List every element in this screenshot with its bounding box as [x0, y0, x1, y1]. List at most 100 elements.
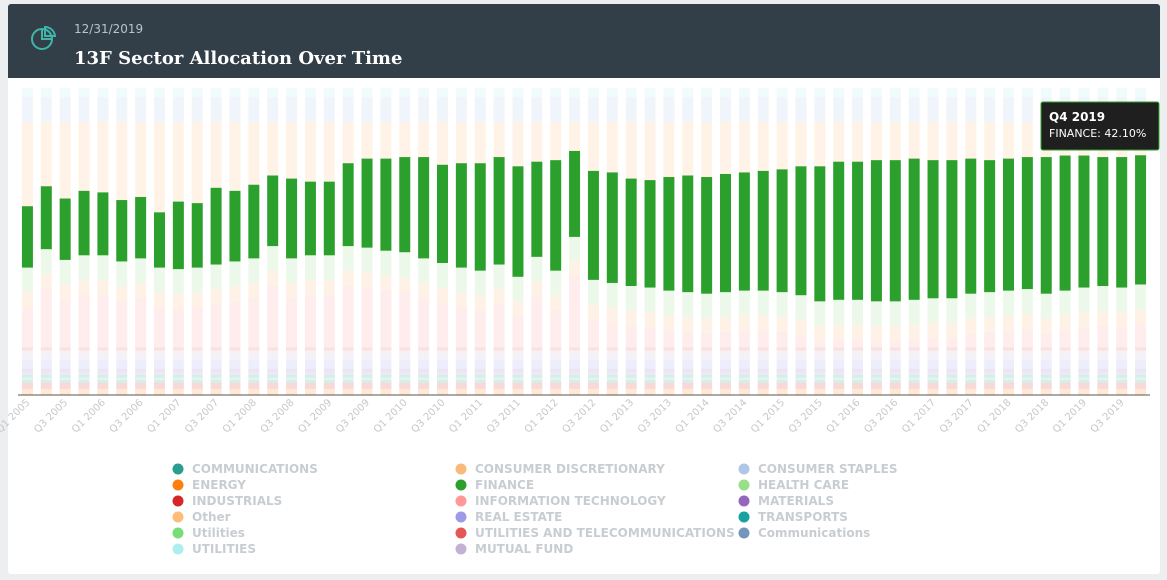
tooltip-box [1040, 101, 1160, 151]
bar-segment [21, 350, 33, 360]
bar-segment [927, 388, 939, 395]
bar-segment [286, 378, 298, 380]
bar-segment [682, 368, 694, 372]
bar-segment [1021, 157, 1033, 290]
bar-segment [663, 347, 675, 351]
tooltip-label: FINANCE: 42.10% [1049, 127, 1146, 140]
bar-segment [984, 378, 996, 380]
bar-segment [399, 157, 411, 253]
bar-segment [286, 371, 298, 376]
bar-segment [78, 359, 90, 369]
bar-segment [908, 324, 920, 340]
bar-segment [946, 388, 958, 395]
bar-segment [682, 316, 694, 333]
bar-segment [663, 382, 675, 389]
bar-segment [1078, 379, 1090, 383]
bar-segment [455, 382, 467, 389]
bar-segment [1040, 379, 1052, 383]
x-tick-label: Q3 2010 [410, 397, 448, 435]
bar-segment [1003, 88, 1014, 98]
bar-segment [229, 382, 241, 389]
bar-segment [323, 379, 335, 383]
bar-segment [116, 359, 128, 369]
bar-segment [550, 347, 562, 351]
bar-segment [361, 97, 373, 122]
bar-segment [248, 97, 260, 122]
bar-segment [644, 378, 656, 380]
bar-segment [191, 203, 203, 268]
bar-segment [625, 359, 637, 369]
bar-segment [78, 347, 90, 351]
bar-segment [512, 121, 524, 167]
bar-segment [852, 378, 864, 380]
bar-segment [1135, 359, 1147, 369]
bar-segment [569, 236, 581, 262]
bar-segment [97, 255, 109, 280]
bar-segment [738, 378, 750, 380]
bar-segment [795, 319, 807, 336]
bar-segment [946, 371, 958, 376]
legend-label: FINANCE [475, 478, 534, 492]
bar-segment [380, 375, 392, 379]
bar-segment [418, 359, 430, 369]
bar-segment [795, 121, 807, 167]
bar-segment [116, 97, 128, 122]
legend-swatch [172, 543, 184, 555]
bar-segment [946, 88, 958, 98]
bar-segment [965, 347, 977, 351]
bar-segment [380, 379, 392, 383]
bar-segment [248, 388, 260, 395]
bar-segment [870, 382, 882, 389]
bar-segment [1003, 290, 1014, 316]
bar-segment [323, 181, 335, 256]
bar-segment [984, 160, 996, 293]
bar-segment [795, 359, 807, 369]
bar-segment [191, 382, 203, 389]
bar-segment [380, 378, 392, 380]
bar-segment [474, 295, 486, 311]
bar-segment [757, 170, 769, 291]
bar-segment [493, 375, 505, 379]
bar-segment [720, 350, 731, 360]
bar-segment [870, 350, 882, 360]
bar-segment [644, 312, 656, 328]
bar-segment [889, 388, 901, 395]
bar-segment [248, 379, 260, 383]
bar-segment [965, 368, 977, 372]
bar-segment [984, 388, 996, 395]
bar-segment [550, 160, 562, 271]
bar-segment [569, 350, 581, 360]
bar-segment [59, 378, 71, 380]
bar-segment [1040, 318, 1052, 334]
bar-segment [946, 97, 958, 122]
bar-segment [1021, 313, 1033, 329]
bar-segment [1003, 368, 1014, 372]
bar-segment [418, 375, 430, 379]
bar-segment [795, 295, 807, 320]
bar-segment [682, 347, 694, 351]
bar-segment [927, 378, 939, 380]
bar-segment [361, 378, 373, 380]
bar-segment [191, 388, 203, 395]
bar-segment [154, 292, 165, 308]
x-tick-label: Q3 2008 [259, 397, 297, 435]
bar-segment [738, 315, 750, 331]
bar-segment [248, 184, 260, 259]
bar-segment [738, 382, 750, 389]
bar-segment [776, 332, 788, 348]
bar-segment [606, 379, 618, 383]
bar-segment [323, 97, 335, 122]
bar-segment [606, 371, 618, 376]
bar-segment [587, 304, 599, 320]
bar-segment [833, 359, 845, 369]
bar-segment [229, 368, 241, 372]
bar-segment [1135, 155, 1147, 285]
bar-segment [135, 379, 147, 383]
bar-segment [965, 378, 977, 380]
bar-segment [852, 382, 864, 389]
bar-segment [757, 290, 769, 316]
bar-segment [59, 388, 71, 395]
bar-segment [1021, 97, 1033, 122]
bar-segment [814, 325, 826, 342]
bar-segment [606, 322, 618, 348]
